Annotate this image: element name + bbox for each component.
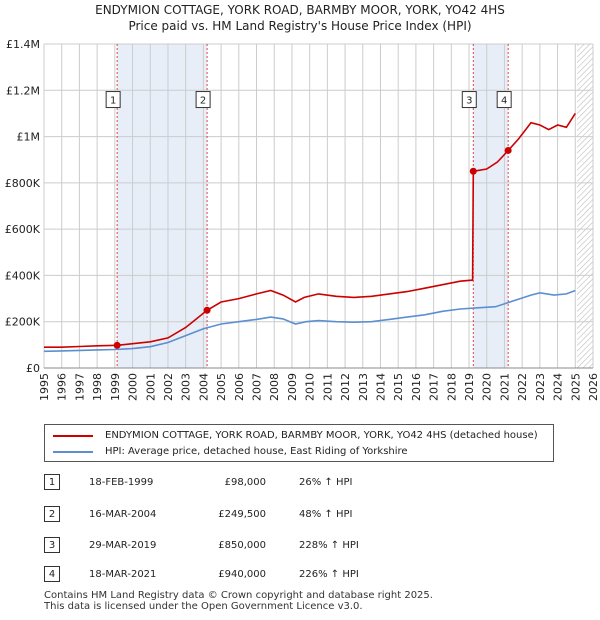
legend-swatch-hpi: [53, 451, 93, 453]
y-tick-label: £1.4M: [6, 38, 40, 51]
x-tick-label: 2025: [569, 373, 582, 401]
sales-table-row: 4 18-MAR-2021 £940,000 226% ↑ HPI: [44, 566, 564, 584]
sale-number-badge: 3: [44, 537, 60, 553]
sale-point: [113, 341, 121, 349]
sale-date: 29-MAR-2019: [89, 540, 157, 551]
sale-date: 18-MAR-2021: [89, 569, 157, 580]
x-tick-label: 2016: [410, 373, 423, 401]
x-tick-label: 2020: [481, 373, 494, 401]
sale-label-number: 2: [200, 96, 206, 107]
x-tick-label: 1998: [91, 373, 104, 401]
sales-table-row: 1 18-FEB-1999 £98,000 26% ↑ HPI: [44, 474, 564, 492]
x-tick-label: 2022: [516, 373, 529, 401]
sale-number-badge: 2: [44, 506, 60, 522]
sale-label-box: [461, 91, 477, 109]
x-tick-label: 1995: [38, 373, 51, 401]
x-tick-label: 2013: [357, 373, 370, 401]
property-series-line: [44, 112, 576, 348]
x-tick-label: 2015: [392, 373, 405, 401]
price-chart: £0 £200K £400K £600K £800K £1M £1.2M £1.4M 1995 1…: [5, 38, 600, 401]
y-tick-label: £1M: [17, 131, 41, 144]
x-tick-label: 2005: [215, 373, 228, 401]
x-tick-label: 2003: [180, 373, 193, 401]
sale-label-number: 3: [466, 96, 472, 107]
sales-table-row: 3 29-MAR-2019 £850,000 228% ↑ HPI: [44, 537, 564, 555]
legend-label-property: ENDYMION COTTAGE, YORK ROAD, BARMBY MOOR…: [105, 430, 538, 441]
sale-label-box: [105, 91, 121, 109]
chart-title-line2: Price paid vs. HM Land Registry's House …: [128, 19, 472, 33]
footer-copyright: Contains HM Land Registry data © Crown c…: [44, 590, 433, 601]
x-tick-label: 2017: [428, 373, 441, 401]
y-tick-label: £600K: [5, 223, 41, 236]
y-tick-label: £400K: [5, 269, 41, 282]
x-tick-label: 2018: [445, 373, 458, 401]
legend-label-hpi: HPI: Average price, detached house, East…: [105, 446, 408, 457]
sale-price: £249,500: [218, 509, 266, 520]
sale-point: [203, 306, 211, 314]
x-tick-label: 2010: [304, 373, 317, 401]
x-tick-label: 2026: [587, 373, 600, 401]
y-tick-label: £0: [26, 362, 40, 375]
sale-hpi-change: 48% ↑ HPI: [299, 509, 353, 520]
x-tick-label: 2001: [144, 373, 157, 401]
x-tick-label: 2007: [251, 373, 264, 401]
sale-number-badge: 1: [44, 474, 60, 490]
sale-price: £98,000: [224, 477, 266, 488]
shaded-band: [117, 44, 208, 368]
sale-point: [504, 146, 512, 154]
x-tick-label: 2002: [162, 373, 175, 401]
x-tick-label: 1996: [56, 373, 69, 401]
x-tick-label: 2014: [374, 373, 387, 401]
hpi-series-line: [43, 289, 576, 353]
sale-label-number: 4: [501, 96, 507, 107]
sale-price: £940,000: [218, 569, 266, 580]
sale-date: 16-MAR-2004: [89, 509, 157, 520]
sale-label-box: [496, 91, 512, 109]
chart-legend: ENDYMION COTTAGE, YORK ROAD, BARMBY MOOR…: [44, 424, 554, 462]
x-tick-label: 1999: [109, 373, 122, 401]
x-tick-label: 2009: [286, 373, 299, 401]
x-tick-label: 2023: [534, 373, 547, 401]
sale-date: 18-FEB-1999: [89, 477, 154, 488]
sale-number-badge: 4: [44, 566, 60, 582]
x-tick-label: 2019: [463, 373, 476, 401]
sales-table-row: 2 16-MAR-2004 £249,500 48% ↑ HPI: [44, 506, 564, 524]
legend-swatch-property: [53, 435, 93, 437]
sale-price: £850,000: [218, 540, 266, 551]
y-tick-label: £1.2M: [6, 84, 40, 97]
x-tick-label: 2004: [197, 373, 210, 401]
x-tick-label: 1997: [73, 373, 86, 401]
sale-hpi-change: 26% ↑ HPI: [299, 477, 353, 488]
y-tick-label: £800K: [5, 177, 41, 190]
x-tick-label: 2006: [233, 373, 246, 401]
sale-label-box: [195, 91, 211, 109]
x-tick-label: 2021: [498, 373, 511, 401]
x-tick-label: 2011: [321, 373, 334, 401]
chart-title-line1: ENDYMION COTTAGE, YORK ROAD, BARMBY MOOR…: [95, 3, 505, 17]
sale-hpi-change: 228% ↑ HPI: [299, 540, 359, 551]
x-tick-label: 2024: [552, 373, 565, 401]
x-tick-label: 2012: [339, 373, 352, 401]
x-tick-label: 2000: [127, 373, 140, 401]
sale-point: [469, 167, 477, 175]
footer-licence: This data is licensed under the Open Gov…: [44, 601, 363, 612]
sale-hpi-change: 226% ↑ HPI: [299, 569, 359, 580]
y-tick-label: £200K: [5, 316, 41, 329]
sale-label-number: 1: [110, 96, 116, 107]
forecast-hatch: [577, 44, 593, 368]
x-tick-label: 2008: [268, 373, 281, 401]
